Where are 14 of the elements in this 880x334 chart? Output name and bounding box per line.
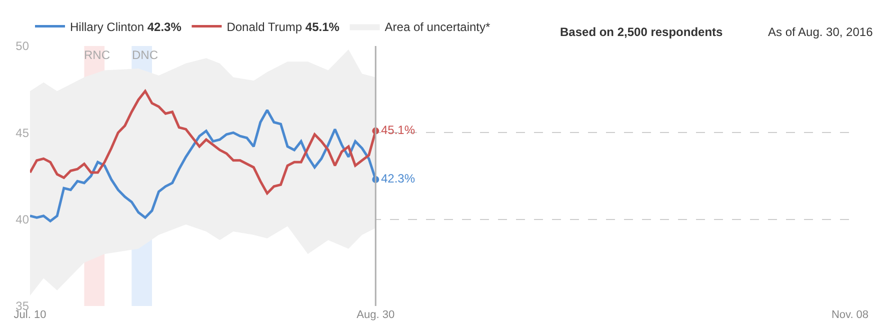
legend-label: Area of uncertainty* — [384, 20, 490, 34]
data-label: 45.1% — [380, 122, 416, 137]
data-label: 42.3% — [380, 171, 416, 186]
x-tick-label: Aug. 30 — [356, 309, 395, 321]
y-tick-label: 50 — [16, 39, 30, 54]
x-tick-label: Nov. 08 — [831, 309, 869, 321]
text: Based on 2,500 respondents — [560, 25, 724, 39]
legend-label: Hillary Clinton 42.3% — [70, 20, 182, 34]
band-label: RNC — [84, 48, 110, 62]
band-label: DNC — [132, 48, 158, 62]
legend-label: Donald Trump 45.1% — [226, 20, 340, 34]
text: As of Aug. 30, 2016 — [768, 25, 874, 39]
y-tick-label: 45 — [16, 126, 30, 140]
y-tick-label: 40 — [16, 212, 30, 227]
